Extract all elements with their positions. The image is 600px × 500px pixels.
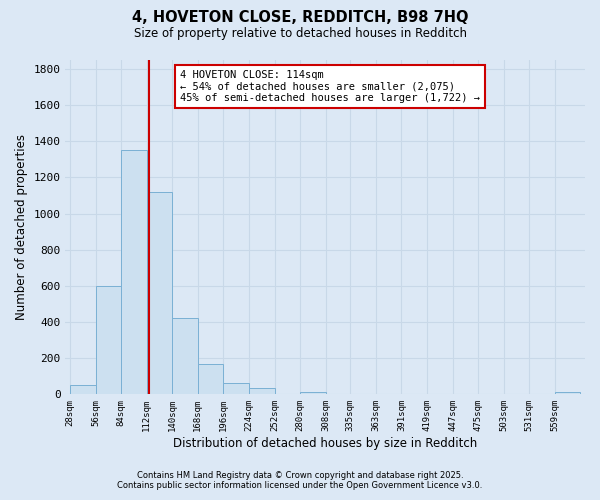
X-axis label: Distribution of detached houses by size in Redditch: Distribution of detached houses by size …	[173, 437, 478, 450]
Bar	[300, 392, 326, 394]
Text: Contains HM Land Registry data © Crown copyright and database right 2025.
Contai: Contains HM Land Registry data © Crown c…	[118, 470, 482, 490]
Text: 4 HOVETON CLOSE: 114sqm
← 54% of detached houses are smaller (2,075)
45% of semi: 4 HOVETON CLOSE: 114sqm ← 54% of detache…	[180, 70, 480, 103]
Bar	[172, 318, 198, 394]
Text: 4, HOVETON CLOSE, REDDITCH, B98 7HQ: 4, HOVETON CLOSE, REDDITCH, B98 7HQ	[132, 10, 468, 25]
Bar	[555, 392, 580, 394]
Bar	[146, 192, 172, 394]
Bar	[95, 286, 121, 395]
Bar	[70, 386, 95, 394]
Bar	[249, 388, 275, 394]
Y-axis label: Number of detached properties: Number of detached properties	[15, 134, 28, 320]
Bar	[121, 150, 146, 394]
Bar	[223, 382, 249, 394]
Text: Size of property relative to detached houses in Redditch: Size of property relative to detached ho…	[133, 28, 467, 40]
Bar	[198, 364, 223, 394]
